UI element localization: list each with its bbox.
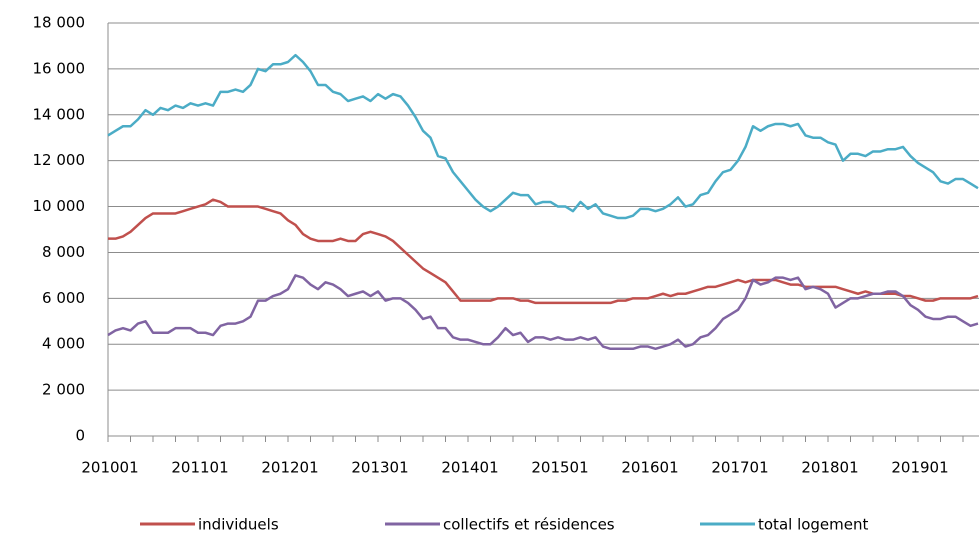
x-tick-label: 201901 [891,459,948,477]
line-series [108,198,979,305]
x-tick-label: 201301 [351,459,408,477]
x-tick-label: 201201 [261,459,318,477]
y-tick-label: 6 000 [42,289,85,307]
line-series [107,53,979,220]
x-tick-label: 201001 [81,459,138,477]
x-tick-label: 201101 [171,459,228,477]
y-tick-label: 8 000 [42,243,85,261]
x-tick-label: 201601 [621,459,678,477]
y-tick-label: 4 000 [42,335,85,353]
legend-label: total logement [758,516,869,534]
y-tick-label: 18 000 [33,14,86,32]
y-tick-label: 12 000 [33,151,86,169]
y-tick-label: 16 000 [33,59,86,77]
y-tick-label: 0 [75,427,85,445]
y-tick-label: 10 000 [33,197,86,215]
x-tick-label: 201501 [531,459,588,477]
legend-label: collectifs et résidences [443,516,615,534]
x-tick-label: 201701 [711,459,768,477]
x-tick-label: 201801 [801,459,858,477]
legend-label: individuels [198,516,279,534]
line-series [107,274,979,351]
y-tick-label: 14 000 [33,105,86,123]
x-tick-label: 201401 [441,459,498,477]
y-tick-label: 2 000 [42,381,85,399]
